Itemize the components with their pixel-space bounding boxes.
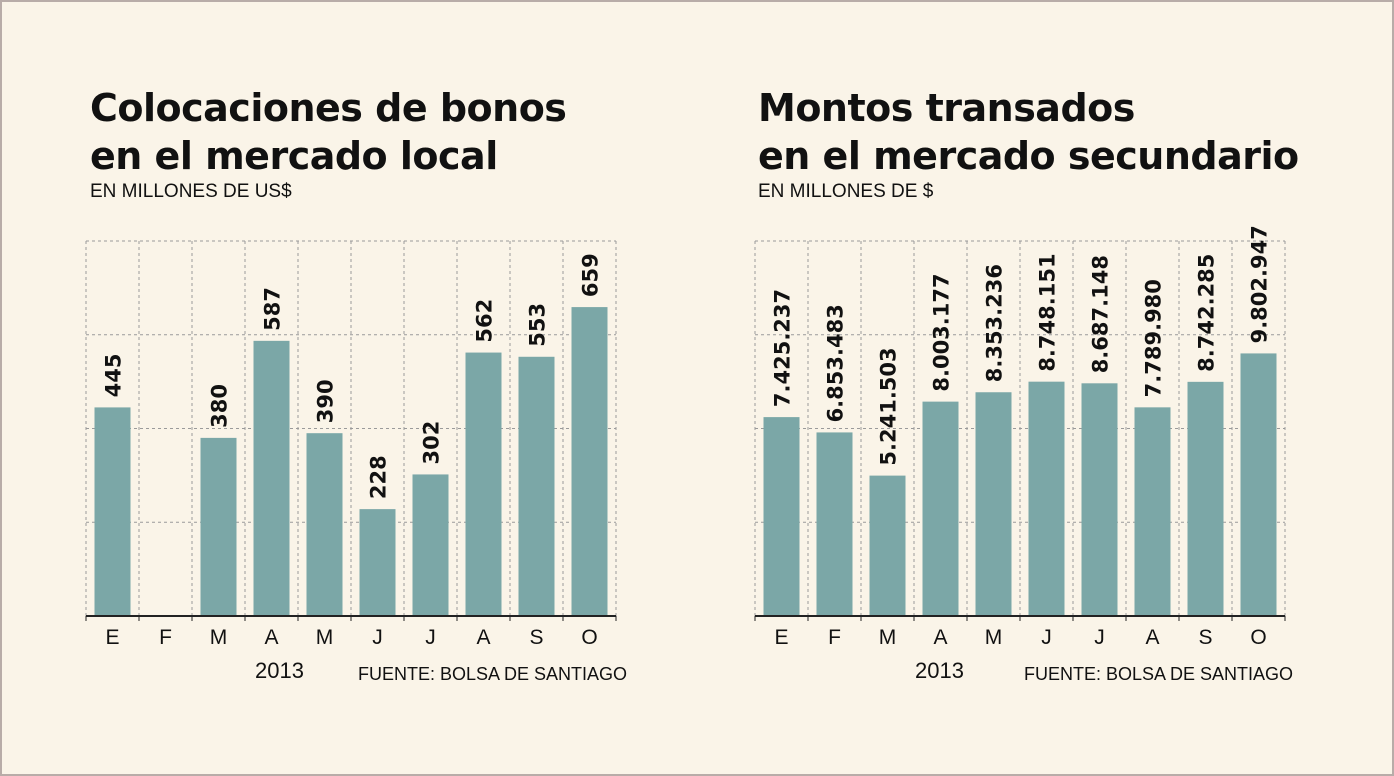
- x-tick-label: E: [105, 626, 119, 649]
- bar-e-1: [763, 417, 800, 616]
- data-label: 8.003.177: [930, 273, 954, 391]
- bar-j-6: [1028, 381, 1065, 616]
- data-label: 228: [367, 455, 391, 499]
- x-tick-label: F: [159, 626, 172, 649]
- x-tick-label: M: [879, 626, 897, 649]
- x-tick-label: J: [372, 626, 383, 649]
- title-line-1: Montos transados: [758, 86, 1135, 130]
- x-tick-label: J: [425, 626, 436, 649]
- data-label: 553: [526, 303, 550, 347]
- data-label: 302: [420, 421, 444, 465]
- chart-title-secondary-market: Montos transados en el mercado secundari…: [758, 84, 1299, 180]
- data-label: 390: [314, 379, 338, 423]
- bar-m-3: [200, 437, 237, 616]
- data-label: 8.353.236: [983, 264, 1007, 382]
- x-tick-label: F: [828, 626, 841, 649]
- data-label: 445: [102, 354, 126, 398]
- bar-f-2: [816, 432, 853, 616]
- chart-title-bond-placements: Colocaciones de bonos en el mercado loca…: [90, 84, 567, 180]
- x-axis-year-label: 2013: [915, 658, 964, 683]
- bar-j-6: [359, 509, 396, 616]
- x-tick-label: M: [210, 626, 228, 649]
- bar-o-10: [571, 307, 608, 616]
- data-label: 8.748.151: [1036, 253, 1060, 371]
- data-label: 8.687.148: [1089, 255, 1113, 373]
- x-tick-label: E: [774, 626, 788, 649]
- bar-chart-2: 7.425.237 E 6.853.483 F 5.241.503 M 8.003.177 A…: [754, 225, 1286, 649]
- x-tick-label: A: [1145, 626, 1159, 649]
- x-tick-label: J: [1094, 626, 1105, 649]
- bar-m-5: [975, 392, 1012, 616]
- data-label: 8.742.285: [1195, 254, 1219, 372]
- bar-m-5: [306, 433, 343, 616]
- data-label: 6.853.483: [824, 304, 848, 422]
- data-label: 587: [261, 287, 285, 331]
- data-label: 562: [473, 299, 497, 343]
- bar-chart-1: 445 E F 380 M 587 A 390 M 228 J 302 J 562 A 553 S 659 O: [85, 240, 617, 649]
- chart-subtitle-units: EN MILLONES DE $: [758, 181, 934, 202]
- chart-subtitle-units: EN MILLONES DE US$: [90, 181, 292, 202]
- title-line-1: Colocaciones de bonos: [90, 86, 567, 130]
- bar-a-4: [922, 401, 959, 616]
- data-label: 9.802.947: [1248, 225, 1272, 343]
- x-axis-year-label: 2013: [255, 658, 304, 683]
- title-line-2: en el mercado local: [90, 134, 498, 178]
- bar-a-8: [465, 352, 502, 616]
- x-tick-label: M: [316, 626, 334, 649]
- source-note: FUENTE: BOLSA DE SANTIAGO: [1024, 664, 1294, 684]
- x-tick-label: M: [985, 626, 1003, 649]
- bar-j-7: [1081, 383, 1118, 616]
- x-tick-label: A: [933, 626, 947, 649]
- data-label: 5.241.503: [877, 347, 901, 465]
- bar-m-3: [869, 475, 906, 616]
- data-label: 659: [579, 253, 603, 297]
- data-label: 7.425.237: [771, 289, 795, 407]
- x-tick-label: J: [1041, 626, 1052, 649]
- bar-e-1: [94, 407, 131, 616]
- title-line-2: en el mercado secundario: [758, 134, 1299, 178]
- x-tick-label: S: [529, 626, 543, 649]
- bar-s-9: [1187, 381, 1224, 616]
- data-label: 380: [208, 384, 232, 428]
- x-tick-label: S: [1198, 626, 1212, 649]
- bar-o-10: [1240, 353, 1277, 616]
- bar-a-4: [253, 340, 290, 616]
- source-note: FUENTE: BOLSA DE SANTIAGO: [358, 664, 628, 684]
- x-tick-label: O: [581, 626, 597, 649]
- x-tick-label: A: [264, 626, 278, 649]
- x-tick-label: A: [476, 626, 490, 649]
- bar-s-9: [518, 356, 555, 616]
- bar-a-8: [1134, 407, 1171, 616]
- x-tick-label: O: [1250, 626, 1266, 649]
- bar-j-7: [412, 474, 449, 616]
- data-label: 7.789.980: [1142, 279, 1166, 397]
